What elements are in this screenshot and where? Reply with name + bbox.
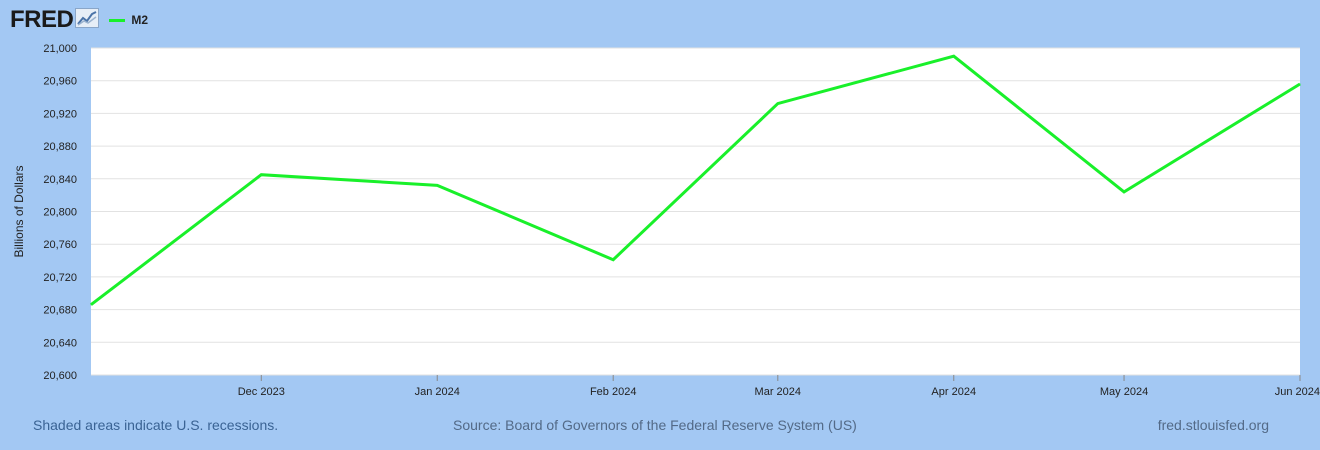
y-tick-label: 20,600: [43, 370, 77, 382]
legend-swatch-m2: [109, 18, 126, 22]
fred-logo[interactable]: FRED: [10, 6, 74, 33]
y-tick-label: 20,800: [43, 207, 77, 219]
y-tick-label: 20,960: [43, 76, 77, 88]
x-tick-label: Mar 2024: [755, 386, 801, 398]
data-point: [1123, 191, 1125, 193]
y-axis-label: Billions of Dollars: [12, 165, 26, 257]
x-tick-label: May 2024: [1100, 386, 1148, 398]
data-point: [953, 55, 955, 57]
x-tick-label: Feb 2024: [590, 386, 636, 398]
data-point: [90, 304, 92, 306]
data-point: [777, 103, 779, 105]
legend: M2: [109, 13, 148, 27]
y-tick-label: 20,920: [43, 108, 77, 120]
fred-graph-icon: [75, 7, 100, 33]
chart-header: FRED M2: [10, 6, 148, 34]
y-tick-label: 21,000: [43, 43, 77, 55]
recession-note: Shaded areas indicate U.S. recessions.: [33, 417, 279, 433]
source-note: Source: Board of Governors of the Federa…: [453, 417, 857, 433]
legend-label-m2: M2: [131, 13, 149, 27]
line-chart: 21,000 20,960 20,920 20,880 20,840 20,800 20,7…: [12, 43, 1320, 398]
x-tick-label: Apr 2024: [931, 386, 976, 398]
data-point: [1299, 83, 1301, 85]
series-line-m2: [90, 54, 1301, 306]
x-tick-label: Jan 2024: [415, 386, 460, 398]
x-tick-label: Dec 2023: [238, 386, 285, 398]
data-point: [436, 184, 438, 186]
data-point: [612, 259, 614, 261]
y-tick-label: 20,680: [43, 305, 77, 317]
y-tick-label: 20,840: [43, 174, 77, 186]
data-point: [260, 174, 262, 176]
y-tick-label: 20,720: [43, 272, 77, 284]
y-tick-label: 20,640: [43, 337, 77, 349]
y-tick-label: 20,760: [43, 239, 77, 251]
site-link[interactable]: fred.stlouisfed.org: [1157, 417, 1269, 433]
y-tick-label: 20,880: [43, 141, 77, 153]
x-tick-label: Jun 2024: [1275, 386, 1320, 398]
